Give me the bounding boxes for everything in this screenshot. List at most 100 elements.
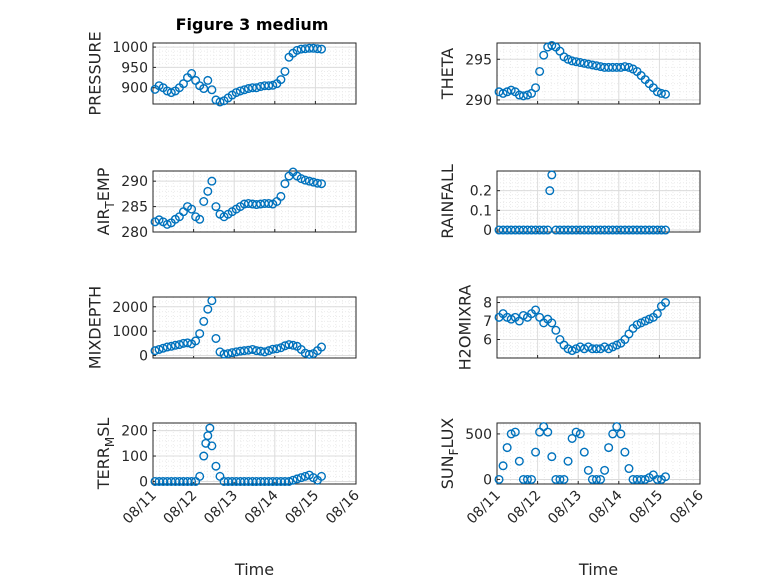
data-point xyxy=(583,465,593,475)
data-point xyxy=(518,310,528,320)
data-point xyxy=(154,344,164,354)
data-point xyxy=(268,80,278,90)
data-point xyxy=(280,66,290,76)
data-point xyxy=(636,318,646,328)
data-point xyxy=(199,196,209,206)
subplot-pressure: 900 950 1000 PRESSURE xyxy=(86,31,357,116)
x-tick-label: 08/11 xyxy=(120,488,160,528)
data-point xyxy=(296,174,306,184)
data-point xyxy=(563,54,573,64)
data-point xyxy=(292,45,302,55)
data-point xyxy=(187,204,197,214)
data-point xyxy=(264,81,274,91)
data-point xyxy=(195,214,205,224)
data-point xyxy=(660,472,670,482)
y-tick-label: 0.1 xyxy=(470,203,492,219)
y-tick-label: 0 xyxy=(483,472,492,488)
data-point xyxy=(506,314,516,324)
data-point xyxy=(660,89,670,99)
data-point xyxy=(656,88,666,98)
y-tick-label: 7 xyxy=(483,314,492,330)
data-point xyxy=(207,296,217,306)
data-point xyxy=(547,452,557,462)
data-point xyxy=(644,314,654,324)
data-point xyxy=(187,476,197,486)
data-point xyxy=(656,225,666,235)
y-axis-label: AIRTEMP xyxy=(94,167,117,235)
data-point xyxy=(608,342,618,352)
data-point xyxy=(624,62,634,72)
subplot-theta: 290 295 THETA xyxy=(438,40,701,109)
data-point xyxy=(187,68,197,78)
data-point xyxy=(545,186,555,196)
data-point xyxy=(591,474,601,484)
data-point xyxy=(567,56,577,66)
data-point xyxy=(660,298,670,308)
data-point xyxy=(211,333,221,343)
data-point xyxy=(522,90,532,100)
data-point xyxy=(612,422,622,432)
data-point xyxy=(575,429,585,439)
data-point xyxy=(527,474,537,484)
data-point xyxy=(150,346,160,356)
data-point xyxy=(316,471,326,481)
data-point xyxy=(559,474,569,484)
data-point xyxy=(632,320,642,330)
data-point xyxy=(199,316,209,326)
data-point xyxy=(498,88,508,98)
data-point xyxy=(207,176,217,186)
data-point xyxy=(591,344,601,354)
data-point xyxy=(292,474,302,484)
data-point xyxy=(203,304,213,314)
y-tick-label: 0 xyxy=(139,349,148,365)
axes-border xyxy=(152,422,357,485)
data-point xyxy=(636,474,646,484)
y-tick-label: 6 xyxy=(483,333,492,349)
y-tick-label: 1000 xyxy=(112,40,148,56)
data-point xyxy=(288,475,298,485)
data-point xyxy=(604,443,614,453)
data-point xyxy=(203,186,213,196)
data-point xyxy=(316,179,326,189)
data-point xyxy=(166,341,176,351)
data-point xyxy=(223,349,233,359)
data-point xyxy=(531,305,541,315)
data-point xyxy=(506,429,516,439)
data-point xyxy=(567,346,577,356)
data-point xyxy=(211,202,221,212)
data-point xyxy=(207,441,217,451)
y-tick-label: 900 xyxy=(121,81,148,97)
data-point xyxy=(555,474,565,484)
data-point xyxy=(300,471,310,481)
data-point xyxy=(494,474,504,484)
y-tick-label: 100 xyxy=(121,449,148,465)
y-tick-label: 290 xyxy=(121,174,148,190)
x-tick-label: 08/13 xyxy=(545,488,585,528)
axes-border xyxy=(152,42,357,105)
data-point xyxy=(571,427,581,437)
x-tick-label: 08/14 xyxy=(242,487,282,527)
axes-border xyxy=(496,296,701,359)
data-point xyxy=(203,75,213,85)
data-point xyxy=(575,58,585,68)
data-point xyxy=(308,177,318,187)
data-point xyxy=(211,461,221,471)
y-axis-label: MIXDEPTH xyxy=(86,286,105,369)
data-point xyxy=(652,474,662,484)
data-point xyxy=(260,347,270,357)
x-tick-label: 08/11 xyxy=(464,488,504,528)
x-tick-label: 08/15 xyxy=(282,488,322,528)
y-tick-label: 295 xyxy=(465,52,492,68)
data-point xyxy=(539,225,549,235)
data-point xyxy=(571,57,581,67)
data-point xyxy=(514,456,524,466)
data-point xyxy=(604,344,614,354)
data-point xyxy=(158,343,168,353)
data-point xyxy=(547,318,557,328)
data-point xyxy=(612,340,622,350)
y-axis-label: THETA xyxy=(438,48,457,100)
data-point xyxy=(624,464,634,474)
data-point xyxy=(199,451,209,461)
data-point xyxy=(268,344,278,354)
data-point xyxy=(547,40,557,50)
